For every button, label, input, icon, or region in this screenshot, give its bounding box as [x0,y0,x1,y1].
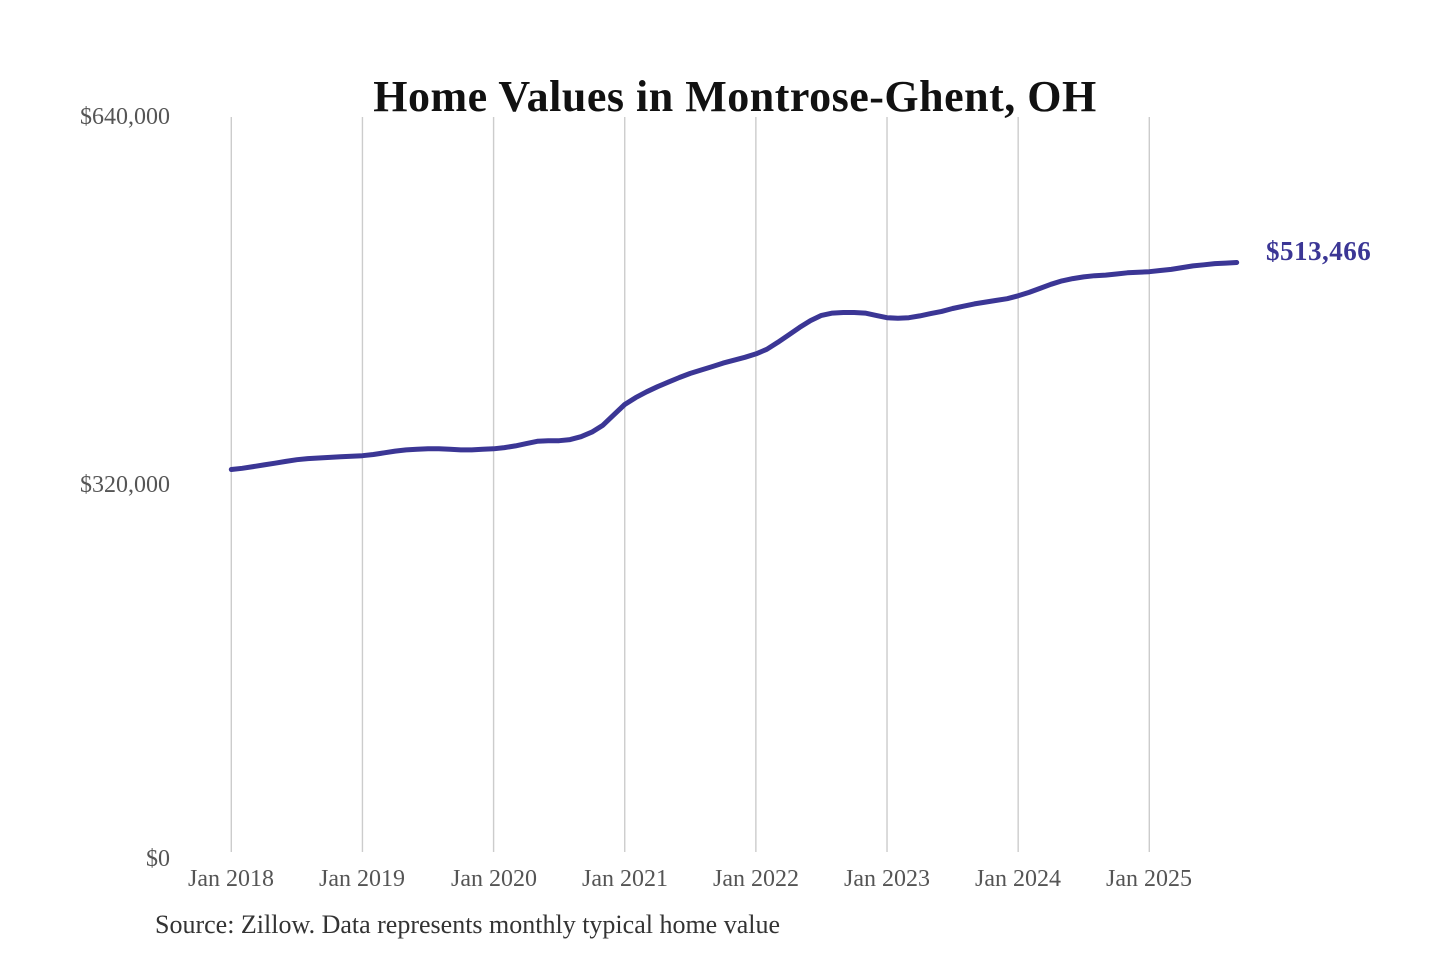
y-axis-tick-label-640000: $640,000 [80,104,170,130]
x-axis-tick-label-2024: Jan 2024 [975,866,1061,892]
x-axis-tick-label-2025: Jan 2025 [1106,866,1192,892]
x-axis-tick-label-2020: Jan 2020 [451,866,537,892]
home-value-series-line [228,260,1240,472]
line-end-value-label: $513,466 [1266,236,1372,266]
source-note: Source: Zillow. Data represents monthly … [155,910,781,939]
x-axis-tick-label-2018: Jan 2018 [188,866,274,892]
x-axis-tick-label-2022: Jan 2022 [713,866,799,892]
x-axis-tick-label-2019: Jan 2019 [319,866,405,892]
x-axis-tick-label-2023: Jan 2023 [844,866,930,892]
y-axis-tick-label-320000: $320,000 [80,472,170,498]
x-axis-tick-label-2021: Jan 2021 [582,866,668,892]
y-axis-tick-label-0: $0 [146,846,170,872]
chart-title: Home Values in Montrose-Ghent, OH [373,72,1097,122]
